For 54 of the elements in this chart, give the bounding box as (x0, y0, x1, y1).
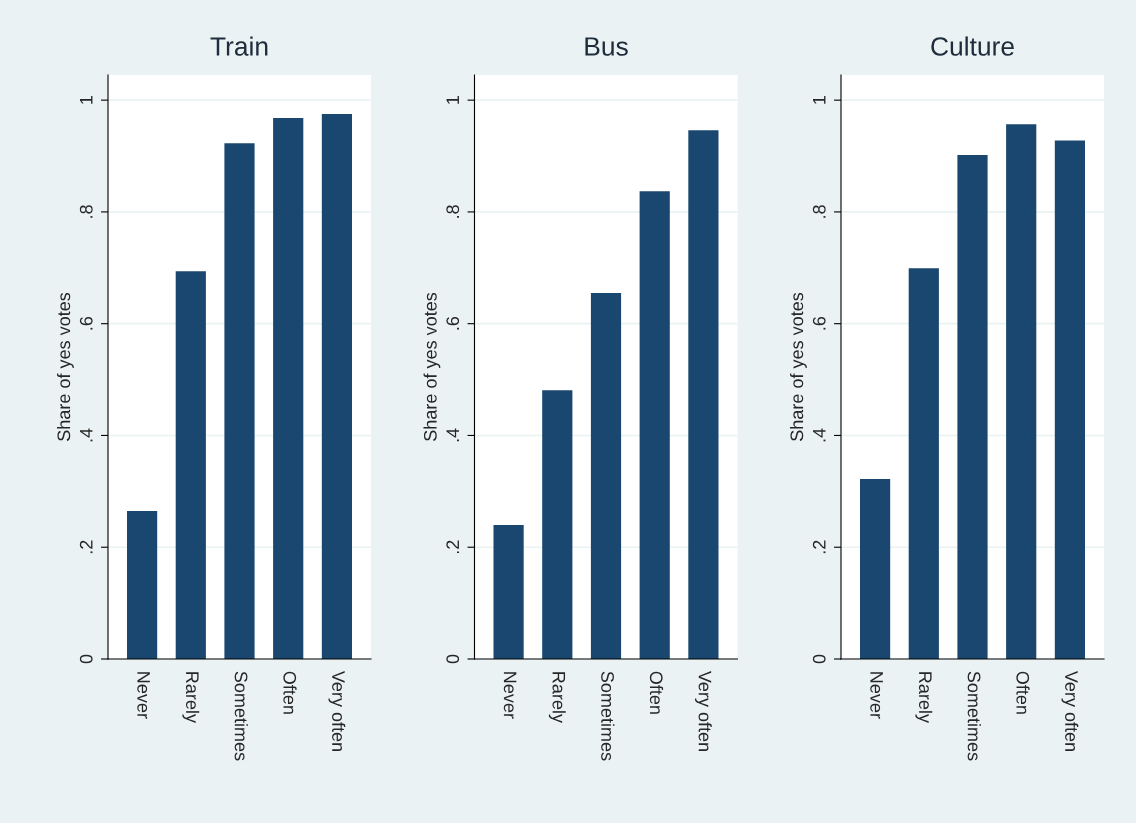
y-tick-label: 0 (79, 654, 93, 664)
x-tick-label: Never (503, 672, 517, 719)
y-tick-label: .6 (79, 316, 93, 330)
x-tick-label: Never (137, 672, 150, 719)
x-tick-label: Very often (694, 670, 712, 751)
bar (321, 114, 353, 659)
y-tick-label: .4 (813, 428, 826, 442)
bar (224, 143, 255, 659)
bar (273, 118, 304, 659)
y-tick-label: 1 (446, 96, 459, 104)
bar (542, 390, 573, 659)
x-tick-label: Often (283, 671, 297, 714)
x-tick-label: Sometimes (234, 671, 248, 761)
bar (859, 479, 891, 659)
bar (688, 130, 719, 659)
x-tick-label: Sometimes (601, 671, 615, 761)
y-axis-title: Share of yes votes (789, 292, 807, 441)
bar (908, 268, 939, 659)
bar (590, 292, 622, 659)
y-tick-label: 0 (446, 654, 460, 664)
y-tick-label: .4 (446, 428, 459, 442)
y-tick-label: 1 (80, 96, 93, 104)
y-axis-title: Share of yes votes (423, 292, 441, 441)
x-tick-label: Often (649, 671, 664, 714)
chart-title: Bus (585, 37, 628, 56)
bar (1006, 124, 1037, 659)
bar (493, 524, 524, 659)
y-tick-label: .8 (812, 205, 826, 218)
bar (1054, 140, 1086, 659)
bar (175, 271, 206, 659)
x-tick-label: Often (1016, 671, 1030, 714)
x-tick-label: Never (870, 672, 883, 719)
x-tick-label: Rarely (548, 672, 566, 723)
x-tick-label: Rarely (182, 672, 200, 723)
x-tick-label: Sometimes (967, 671, 981, 761)
y-tick-label: 0 (812, 654, 826, 664)
y-tick-label: .4 (80, 428, 93, 442)
y-tick-label: .2 (79, 540, 93, 554)
y-tick-label: .6 (446, 316, 460, 330)
y-tick-label: .2 (446, 540, 459, 554)
chart-title: Train (210, 36, 268, 56)
y-tick-label: 1 (813, 96, 826, 104)
x-tick-label: Rarely (915, 672, 933, 723)
x-tick-label: Very often (1061, 670, 1079, 751)
bar (126, 510, 158, 659)
chart-title: Culture (931, 36, 1014, 56)
y-tick-label: .2 (812, 540, 826, 554)
x-tick-label: Very often (328, 670, 346, 751)
bar (639, 191, 670, 659)
y-tick-label: .6 (812, 316, 826, 330)
y-axis-title: Share of yes votes (56, 292, 74, 441)
y-tick-label: .8 (79, 205, 93, 218)
bar (957, 154, 988, 659)
y-tick-label: .8 (446, 205, 460, 218)
